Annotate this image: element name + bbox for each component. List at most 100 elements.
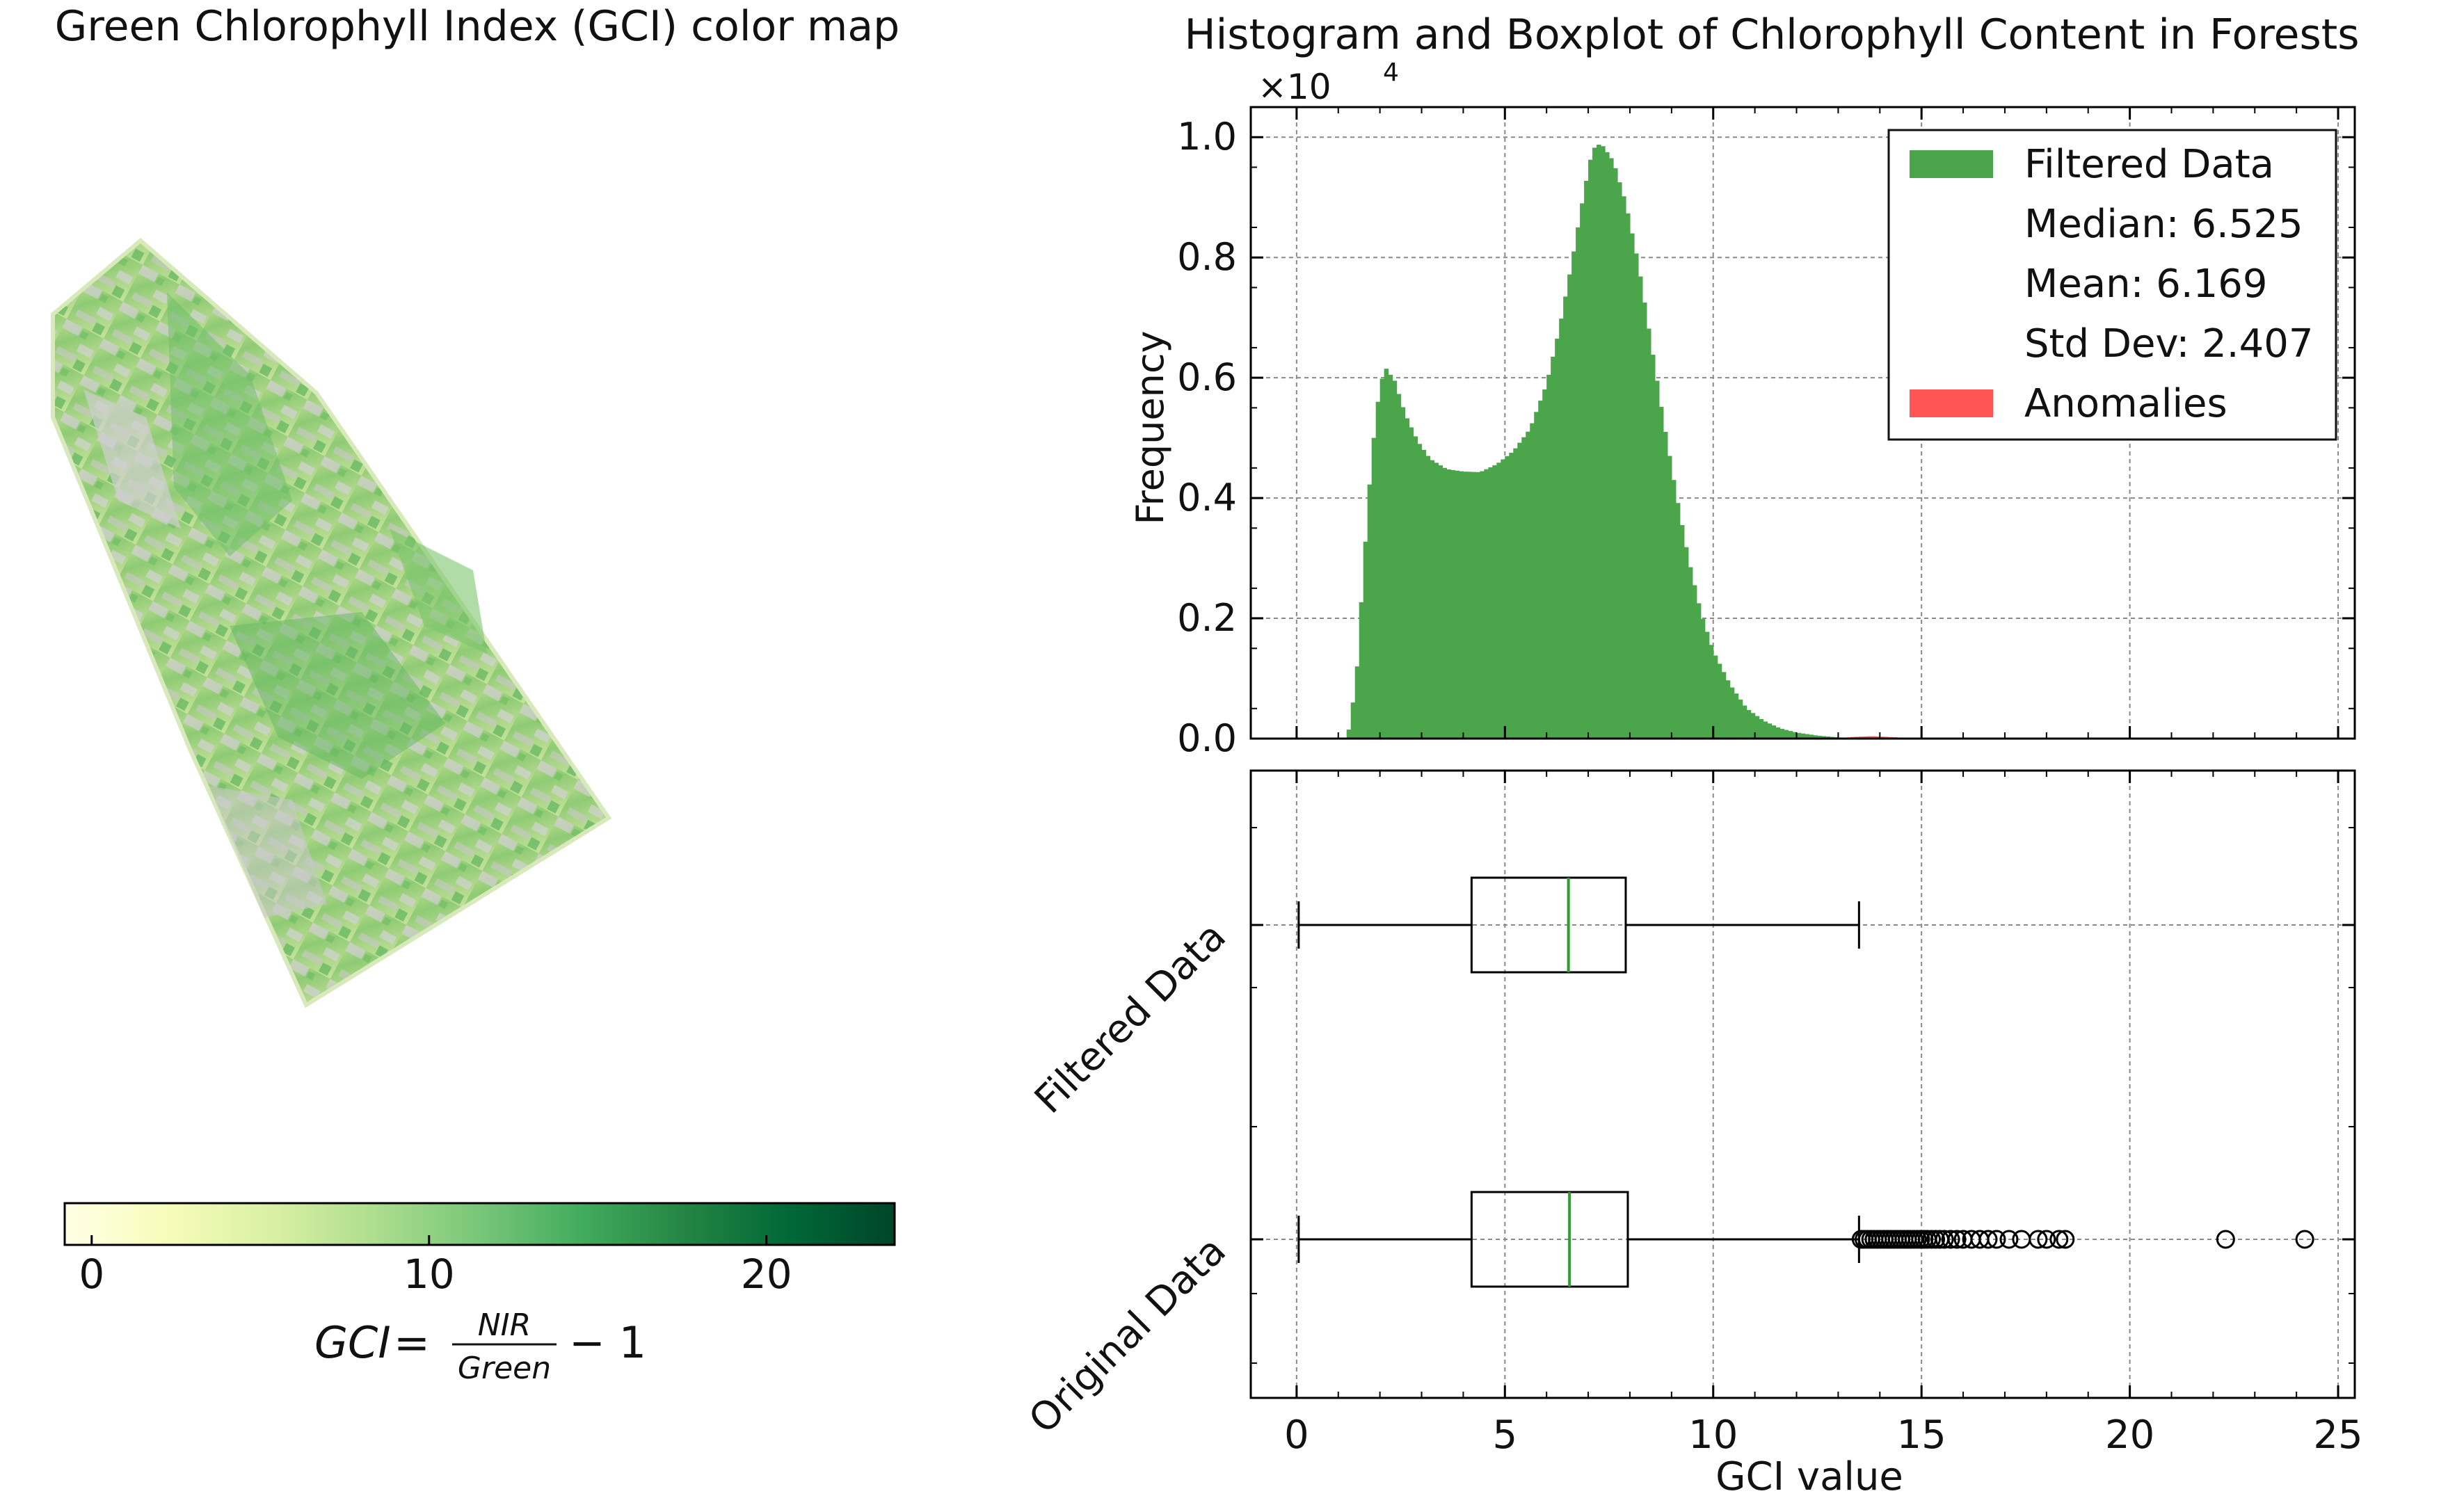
histogram-bar (1704, 631, 1710, 739)
histogram-bar (1371, 437, 1377, 739)
x-tick-label: 5 (1492, 1413, 1517, 1458)
histogram-bar (1601, 146, 1606, 739)
histogram-bar (1521, 437, 1526, 739)
y-tick-label: 1.0 (1177, 115, 1237, 159)
formula-rhs: − 1 (569, 1317, 646, 1368)
histogram-bar (1475, 472, 1480, 739)
histogram-bar (1555, 338, 1560, 739)
histogram-bar (1763, 721, 1768, 739)
histogram-bar (1413, 436, 1418, 739)
y-scale-multiplier: ×10 (1258, 67, 1331, 107)
histogram-bar (1471, 472, 1476, 739)
histogram-bar (1709, 645, 1714, 739)
histogram-bar (1509, 453, 1514, 739)
histogram-bar (1767, 723, 1773, 739)
histogram-bar (1725, 680, 1731, 739)
histogram-bar (1396, 394, 1402, 739)
colorbar-tick-label: 20 (741, 1250, 792, 1298)
histogram-bar (1455, 470, 1460, 739)
histogram-bar (1538, 401, 1543, 739)
histogram-bar (1642, 303, 1647, 739)
histogram-bar (1675, 503, 1681, 739)
colorbar-tick-label: 0 (79, 1250, 104, 1298)
outlier-point (2029, 1230, 2048, 1249)
outlier-point (2216, 1230, 2235, 1249)
histogram-bar (1534, 412, 1539, 739)
histogram-bar (1584, 180, 1589, 739)
histogram-bar (1576, 227, 1581, 739)
gci-map-image (51, 238, 612, 1008)
histogram-bar (1825, 736, 1831, 739)
histogram-bar (1683, 547, 1689, 739)
histogram-bar (1792, 732, 1798, 739)
x-axis-label: GCI value (1715, 1454, 1903, 1499)
histogram-bar (1609, 158, 1614, 739)
histogram-bar (1813, 735, 1818, 739)
histogram-bar (1700, 618, 1706, 739)
histogram-bar (1488, 467, 1493, 739)
histogram-bar (1542, 389, 1547, 739)
histogram-bar (1592, 147, 1597, 739)
y-scale-label: ×10 4 (1258, 58, 1399, 107)
histogram-bar (1788, 731, 1793, 739)
y-category-label: Filtered Data (1026, 914, 1235, 1122)
histogram-bar (1354, 666, 1360, 739)
outlier-point (1935, 1230, 1954, 1249)
histogram-bar (1679, 525, 1685, 739)
formula-lhs: GCI (314, 1317, 391, 1368)
histogram-bar (1713, 655, 1718, 739)
histogram-bar (1638, 276, 1643, 739)
histogram-bar (1717, 663, 1722, 739)
histogram-bar (1809, 734, 1814, 739)
legend-entry: Std Dev: 2.407 (2024, 321, 2314, 367)
y-tick-label: 0.6 (1177, 355, 1237, 399)
outlier-point (1987, 1230, 2006, 1249)
chart-title: Histogram and Boxplot of Chlorophyll Con… (1184, 10, 2359, 59)
histogram-bar (1742, 705, 1747, 739)
histogram-bar (1654, 380, 1660, 739)
histogram-bar (1405, 418, 1410, 739)
histogram-bar (1617, 182, 1622, 739)
histogram-bar (1526, 431, 1530, 739)
histogram-bar (1505, 456, 1510, 739)
histogram-bar (1450, 469, 1456, 739)
histogram-bar (1805, 734, 1810, 739)
histogram-bar (1446, 469, 1452, 739)
box-iqr (1470, 876, 1627, 974)
histogram-bar (1696, 603, 1702, 739)
histogram-axes: 0.0 0.2 0.4 0.6 0.8 1.0 ×10 4 Frequency Filte… (1128, 58, 2356, 760)
histogram-bar (1738, 699, 1743, 739)
histogram-bar (1658, 406, 1664, 739)
y-tick-label: 0.8 (1177, 235, 1237, 279)
histogram-bar (1563, 296, 1568, 739)
histogram-bar (1425, 456, 1431, 739)
histogram-bar (1759, 718, 1764, 739)
x-tick-label: 25 (2313, 1413, 2362, 1458)
histogram-bar (1421, 449, 1427, 739)
outlier-point (1999, 1230, 2019, 1249)
histogram-bar (1496, 462, 1501, 739)
histogram-bar (1438, 465, 1443, 739)
x-tick-label: 20 (2105, 1413, 2154, 1458)
histogram-bar (1350, 702, 1356, 739)
legend-entry: Filtered Data (1910, 142, 2274, 187)
histogram-bar (1571, 251, 1576, 739)
histogram-bar (1667, 456, 1672, 739)
y-tick-label: 0.2 (1177, 596, 1237, 640)
histogram-bar (1779, 729, 1785, 739)
histogram-ticks: 0.0 0.2 0.4 0.6 0.8 1.0 (1177, 107, 2355, 760)
legend-label: Anomalies (2024, 381, 2227, 426)
histogram-bar (1671, 480, 1677, 739)
histogram-bar (1692, 585, 1697, 739)
histogram-bar (1750, 713, 1756, 739)
histogram-bar (1663, 431, 1668, 739)
histogram-bar (1379, 378, 1385, 739)
histogram-bar (1646, 328, 1651, 739)
boxplot-ticks: 0 5 10 15 20 25 (1251, 771, 2363, 1458)
formula-numerator: NIR (478, 1307, 531, 1343)
histogram-bar (1517, 442, 1522, 739)
histogram-bar (1875, 736, 1880, 739)
colorbar: 0 10 20 (63, 1202, 896, 1298)
histogram-bar (1501, 459, 1505, 739)
